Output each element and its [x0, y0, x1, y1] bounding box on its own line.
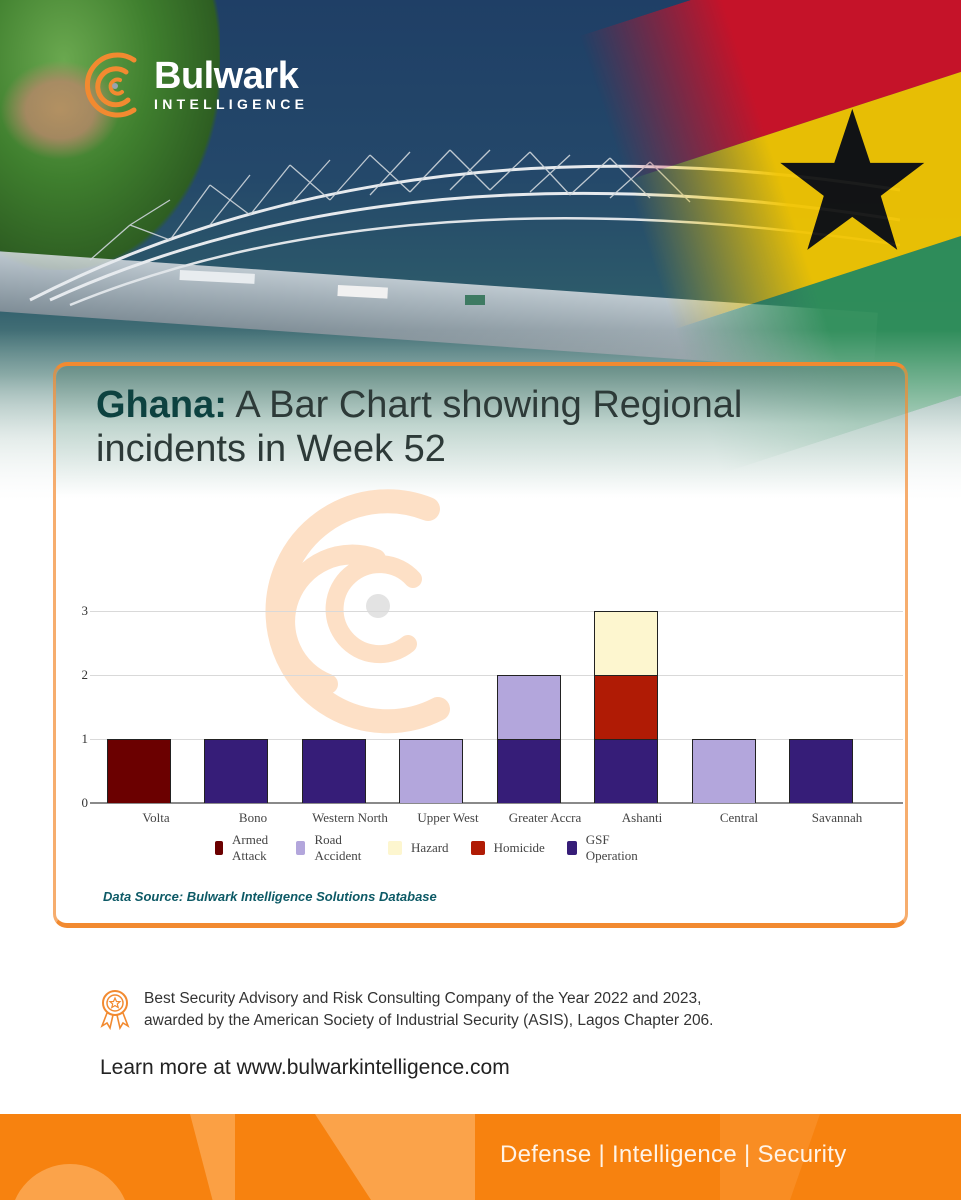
- y-tick: 1: [81, 731, 89, 746]
- y-tick: 0: [81, 795, 89, 810]
- x-label: Central: [719, 810, 759, 825]
- bar-segment-gsf-operation: [301, 739, 366, 803]
- title-text: A Bar Chart showing Regional incidents i…: [96, 384, 743, 470]
- x-label: Greater Accra: [508, 810, 582, 825]
- bar-segment-road-accident: [691, 739, 756, 803]
- chart-legend: Armed Attack Road Accident Hazard Homici…: [215, 832, 642, 864]
- gridline-3: [90, 611, 903, 612]
- legend-swatch: [388, 841, 403, 855]
- legend-swatch: [296, 841, 306, 855]
- title-country: Ghana:: [96, 384, 227, 426]
- legend-item-homicide[interactable]: Homicide: [470, 840, 545, 856]
- bar-segment-gsf-operation: [496, 739, 561, 803]
- bar-segment-gsf-operation: [204, 739, 269, 803]
- footer-banner: Defense | Intelligence | Security: [0, 1114, 961, 1200]
- bar-bono[interactable]: [204, 739, 269, 803]
- legend-label: GSF Operation: [585, 832, 638, 863]
- x-label: Volta: [142, 810, 170, 825]
- footer-tagline: Defense | Intelligence | Security: [500, 1141, 847, 1168]
- learn-more-link[interactable]: Learn more at www.bulwarkintelligence.co…: [100, 1056, 510, 1079]
- bar-segment-road-accident: [496, 675, 561, 739]
- legend-swatch: [470, 841, 485, 855]
- watermark-logo-icon: [265, 489, 450, 734]
- bar-segment-road-accident: [399, 739, 464, 803]
- award-notice: Best Security Advisory and Risk Consulti…: [98, 988, 714, 1032]
- legend-item-road-accident[interactable]: Road Accident: [296, 832, 366, 864]
- legend-item-hazard[interactable]: Hazard: [388, 840, 449, 856]
- legend-swatch: [566, 841, 577, 855]
- bar-ashanti[interactable]: [594, 611, 659, 803]
- bulwark-logo[interactable]: Bulwark INTELLIGENCE: [82, 50, 308, 120]
- bar-greater-accra[interactable]: [496, 675, 561, 803]
- footer-decor: [10, 1164, 130, 1200]
- award-line-1: Best Security Advisory and Risk Consulti…: [144, 990, 702, 1007]
- brand-name: Bulwark: [154, 55, 299, 97]
- bar-volta[interactable]: [106, 739, 171, 803]
- legend-label: Hazard: [411, 840, 449, 855]
- x-label: Upper West: [417, 810, 479, 825]
- legend-item-gsf-operation[interactable]: GSF Operation: [566, 832, 642, 864]
- bar-central[interactable]: [691, 739, 756, 803]
- legend-swatch: [215, 841, 224, 855]
- footer-decor: [315, 1114, 475, 1200]
- data-source: Data Source: Bulwark Intelligence Soluti…: [103, 889, 437, 904]
- bar-segment-hazard: [594, 611, 659, 675]
- legend-item-armed-attack[interactable]: Armed Attack: [215, 832, 274, 864]
- chart-card: [53, 362, 908, 928]
- y-tick: 2: [81, 667, 89, 682]
- bar-segment-gsf-operation: [594, 739, 659, 803]
- y-tick: 3: [81, 603, 89, 618]
- page-title: Ghana: A Bar Chart showing Regional inci…: [96, 383, 896, 471]
- bar-savannah[interactable]: [789, 739, 854, 803]
- gridline-1: [90, 739, 903, 740]
- award-ribbon-icon: [100, 990, 130, 1030]
- card-header-background: [56, 366, 905, 496]
- bar-segment-homicide: [594, 675, 659, 739]
- footer-decor: [190, 1114, 235, 1200]
- bulwark-logo-icon: [84, 52, 137, 118]
- x-label: Bono: [238, 810, 268, 825]
- legend-label: Homicide: [493, 840, 545, 855]
- x-label: Western North: [312, 810, 388, 825]
- award-line-2: awarded by the American Society of Indus…: [144, 1012, 714, 1029]
- brand-subtitle: INTELLIGENCE: [154, 96, 309, 112]
- x-axis: [90, 802, 903, 804]
- bar-segment-gsf-operation: [789, 739, 854, 803]
- x-label: Ashanti: [621, 810, 663, 825]
- bar-western-north[interactable]: [301, 739, 366, 803]
- legend-label: Road Accident: [314, 832, 362, 863]
- legend-label: Armed Attack: [232, 832, 269, 863]
- black-star-icon: [780, 108, 925, 250]
- x-label: Savannah: [811, 810, 863, 825]
- ghana-flag: [579, 0, 961, 474]
- bar-segment-armed-attack: [106, 739, 171, 803]
- gridline-2: [90, 675, 903, 676]
- bar-upper-west[interactable]: [399, 739, 464, 803]
